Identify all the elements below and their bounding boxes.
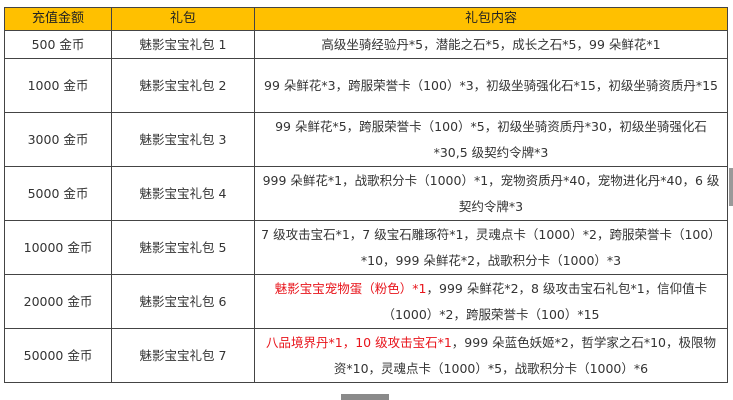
content-cell: 99 朵鲜花*3，跨服荣誉卡（100）*3，初级坐骑强化石*15，初级坐骑资质丹… — [254, 58, 728, 113]
table-row: 1000 金币 魅影宝宝礼包 2 99 朵鲜花*3，跨服荣誉卡（100）*3，初级坐… — [4, 58, 728, 113]
content-cell: 7 级攻击宝石*1，7 级宝石雕琢符*1，灵魂点卡（1000）*2，跨服荣誉卡（… — [254, 220, 728, 275]
table-row: 500 金币 魅影宝宝礼包 1 高级坐骑经验丹*5，潜能之石*5，成长之石*5，99… — [4, 30, 728, 59]
header-amount: 充值金额 — [4, 7, 112, 31]
bottom-handle[interactable] — [341, 394, 389, 400]
content-text: 99 朵鲜花*3，跨服荣誉卡（100）*3，初级坐骑强化石*15，初级坐骑资质丹… — [264, 77, 718, 93]
content-cell: 魅影宝宝宠物蛋（粉色）*1，999 朵鲜花*2，8 级攻击宝石礼包*1，信仰值卡… — [254, 274, 728, 329]
table-row: 3000 金币 魅影宝宝礼包 3 99 朵鲜花*5，跨服荣誉卡（100）*5，初级坐… — [4, 112, 728, 167]
pack-cell: 魅影宝宝礼包 1 — [111, 30, 255, 59]
pack-cell: 魅影宝宝礼包 7 — [111, 328, 255, 383]
header-pack: 礼包 — [111, 7, 255, 31]
amount-cell: 1000 金币 — [4, 58, 112, 113]
header-content: 礼包内容 — [254, 7, 728, 31]
amount-cell: 3000 金币 — [4, 112, 112, 167]
pack-cell: 魅影宝宝礼包 6 — [111, 274, 255, 329]
amount-cell: 50000 金币 — [4, 328, 112, 383]
amount-cell: 5000 金币 — [4, 166, 112, 221]
content-text: 7 级攻击宝石*1，7 级宝石雕琢符*1，灵魂点卡（1000）*2，跨服荣誉卡（… — [261, 226, 721, 268]
content-cell: 高级坐骑经验丹*5，潜能之石*5，成长之石*5，99 朵鲜花*1 — [254, 30, 728, 59]
amount-cell: 20000 金币 — [4, 274, 112, 329]
content-cell: 99 朵鲜花*5，跨服荣誉卡（100）*5，初级坐骑资质丹*30，初级坐骑强化石… — [254, 112, 728, 167]
scrollbar[interactable] — [729, 168, 733, 206]
header-row: 充值金额 礼包 礼包内容 — [4, 7, 728, 31]
pack-cell: 魅影宝宝礼包 5 — [111, 220, 255, 275]
amount-cell: 10000 金币 — [4, 220, 112, 275]
table-row: 20000 金币 魅影宝宝礼包 6 魅影宝宝宠物蛋（粉色）*1，999 朵鲜花*2，… — [4, 274, 728, 329]
highlight-text: 八品境界丹*1，10 级攻击宝石*1 — [266, 334, 452, 350]
table-row: 5000 金币 魅影宝宝礼包 4 999 朵鲜花*1，战歌积分卡（1000）*1，宠… — [4, 166, 728, 221]
content-text: ，999 朵蓝色妖姬*2，哲学家之石*10，极限物资*10，灵魂点卡（1000）… — [333, 334, 716, 376]
amount-cell: 500 金币 — [4, 30, 112, 59]
pack-cell: 魅影宝宝礼包 3 — [111, 112, 255, 167]
content-text: 99 朵鲜花*5，跨服荣誉卡（100）*5，初级坐骑资质丹*30，初级坐骑强化石… — [275, 118, 707, 160]
table-row: 50000 金币 魅影宝宝礼包 7 八品境界丹*1，10 级攻击宝石*1，999 朵… — [4, 328, 728, 383]
gift-pack-table: 充值金额 礼包 礼包内容 500 金币 魅影宝宝礼包 1 高级坐骑经验丹*5，潜能之… — [4, 7, 728, 383]
content-cell: 八品境界丹*1，10 级攻击宝石*1，999 朵蓝色妖姬*2，哲学家之石*10，… — [254, 328, 728, 383]
content-text: 999 朵鲜花*1，战歌积分卡（1000）*1，宠物资质丹*40，宠物进化丹*4… — [262, 172, 720, 214]
content-text: ，999 朵鲜花*2，8 级攻击宝石礼包*1，信仰值卡（1000）*2，跨服荣誉… — [382, 280, 708, 322]
pack-cell: 魅影宝宝礼包 4 — [111, 166, 255, 221]
content-cell: 999 朵鲜花*1，战歌积分卡（1000）*1，宠物资质丹*40，宠物进化丹*4… — [254, 166, 728, 221]
highlight-text: 魅影宝宝宠物蛋（粉色）*1 — [274, 280, 427, 296]
pack-cell: 魅影宝宝礼包 2 — [111, 58, 255, 113]
content-text: 高级坐骑经验丹*5，潜能之石*5，成长之石*5，99 朵鲜花*1 — [321, 36, 661, 52]
